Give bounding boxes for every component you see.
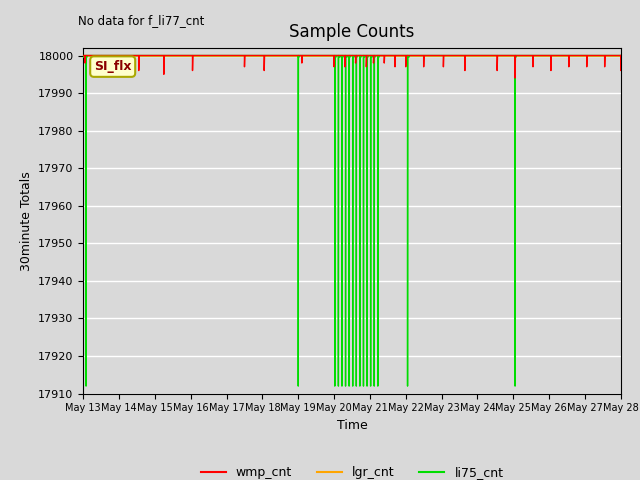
wmp_cnt [241, 64, 248, 70]
wmp_cnt [161, 53, 168, 59]
Text: No data for f_li77_cnt: No data for f_li77_cnt [78, 14, 204, 27]
Y-axis label: 30minute Totals: 30minute Totals [20, 171, 33, 271]
wmp_cnt [493, 68, 501, 73]
Text: SI_flx: SI_flx [94, 60, 131, 73]
Legend: wmp_cnt, lgr_cnt, li75_cnt: wmp_cnt, lgr_cnt, li75_cnt [196, 461, 508, 480]
Title: Sample Counts: Sample Counts [289, 23, 415, 41]
li75_cnt [371, 383, 378, 389]
wmp_cnt [617, 53, 625, 59]
li75_cnt [404, 383, 412, 389]
li75_cnt [82, 383, 90, 389]
X-axis label: Time: Time [337, 419, 367, 432]
li75_cnt [79, 53, 87, 59]
wmp_cnt [529, 64, 537, 70]
li75_cnt [617, 53, 625, 59]
wmp_cnt [79, 53, 87, 59]
wmp_cnt [511, 75, 519, 81]
Line: li75_cnt: li75_cnt [82, 54, 622, 387]
Line: wmp_cnt: wmp_cnt [83, 56, 621, 78]
wmp_cnt [97, 64, 105, 70]
wmp_cnt [420, 53, 428, 59]
li75_cnt [363, 53, 371, 59]
li75_cnt [360, 53, 367, 59]
li75_cnt [360, 383, 367, 389]
li75_cnt [339, 53, 346, 59]
